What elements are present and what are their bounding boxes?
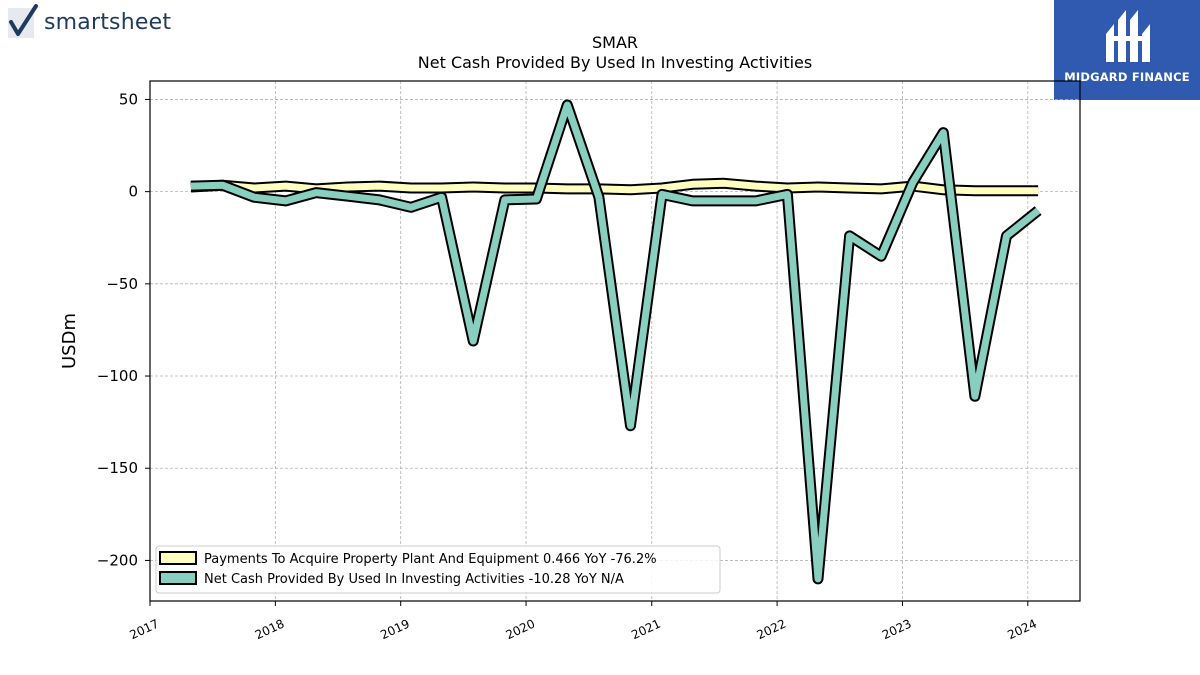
checkmark-logo-icon: [8, 4, 38, 38]
data-point: [440, 187, 443, 189]
data-point: [661, 187, 663, 189]
data-point: [472, 340, 474, 342]
data-point: [410, 206, 412, 208]
y-tick-label: −150: [97, 459, 138, 477]
data-point: [974, 395, 976, 397]
y-tick-label: 0: [128, 183, 138, 201]
data-point: [285, 200, 287, 202]
data-point: [942, 132, 944, 134]
data-point: [190, 185, 192, 187]
x-tick-label: 2021: [629, 617, 663, 643]
data-point: [253, 187, 255, 189]
data-point: [285, 185, 287, 187]
data-point: [786, 187, 789, 189]
x-tick-label: 2019: [378, 617, 412, 643]
legend-swatch: [159, 571, 197, 585]
data-point: [848, 187, 851, 189]
data-point: [661, 193, 663, 196]
data-point: [221, 184, 224, 186]
x-tick-label: 2023: [880, 617, 914, 643]
series-outline: [190, 99, 1042, 585]
data-point: [315, 191, 317, 194]
data-point: [755, 200, 757, 202]
data-point: [848, 235, 851, 237]
data-point: [629, 189, 632, 191]
data-point: [1005, 235, 1008, 237]
data-point: [974, 190, 976, 192]
legend-item: Net Cash Provided By Used In Investing A…: [159, 571, 624, 587]
y-tick-label: −50: [106, 275, 138, 293]
data-point: [440, 196, 443, 198]
y-axis-label: USDm: [59, 313, 80, 369]
series-stroke: [190, 101, 1041, 583]
smartsheet-logo: smartsheet: [6, 4, 206, 44]
data-point: [1037, 190, 1039, 192]
midgard-finance-logo: MIDGARD FINANCE: [1054, 0, 1200, 100]
legend-swatch: [159, 551, 197, 565]
data-point: [1005, 190, 1008, 192]
data-point: [942, 189, 944, 191]
data-point: [755, 185, 757, 187]
data-point: [817, 186, 819, 188]
data-point: [472, 186, 474, 188]
series-stroke: [190, 179, 1039, 195]
y-tick-label: −100: [97, 367, 138, 385]
x-tick-label: 2018: [253, 617, 287, 643]
y-tick-label: 50: [119, 90, 138, 108]
chart-subtitle: Net Cash Provided By Used In Investing A…: [418, 53, 812, 72]
data-point: [504, 187, 506, 189]
series-line-2: [190, 99, 1042, 585]
series-group: [190, 99, 1042, 585]
data-point: [347, 186, 349, 188]
legend: Payments To Acquire Property Plant And E…: [155, 545, 721, 594]
data-point: [566, 188, 568, 190]
x-tick-label: 2017: [128, 617, 162, 643]
data-point: [253, 196, 255, 198]
data-point: [786, 193, 789, 196]
partner-name: MIDGARD FINANCE: [1064, 70, 1190, 84]
data-point: [880, 255, 882, 257]
brand-name: smartsheet: [44, 10, 172, 35]
data-point: [817, 578, 819, 580]
x-tick-label: 2024: [1005, 617, 1039, 643]
midgard-logo-icon: [1106, 10, 1150, 62]
data-point: [692, 183, 694, 185]
data-point: [880, 188, 882, 190]
data-point: [504, 199, 506, 201]
legend-item: Payments To Acquire Property Plant And E…: [159, 551, 657, 567]
data-point: [598, 196, 600, 198]
legend-box: [155, 545, 721, 594]
data-point: [692, 200, 694, 202]
legend-label: Payments To Acquire Property Plant And E…: [204, 552, 657, 567]
data-point: [410, 187, 412, 189]
data-point: [535, 198, 537, 200]
x-tick-label: 2020: [504, 617, 538, 643]
data-point: [912, 181, 914, 184]
legend-label: Net Cash Provided By Used In Investing A…: [204, 572, 624, 587]
data-point: [1037, 209, 1039, 212]
data-point: [378, 185, 381, 187]
y-tick-label: −200: [97, 551, 138, 569]
data-point: [566, 104, 568, 106]
data-point: [378, 199, 381, 201]
data-point: [629, 425, 632, 427]
chart-title: SMAR: [592, 33, 638, 52]
data-point: [723, 182, 725, 184]
data-point: [347, 195, 349, 197]
plot-frame: [149, 80, 1081, 602]
x-tick-label: 2022: [755, 617, 789, 643]
data-point: [723, 200, 725, 202]
